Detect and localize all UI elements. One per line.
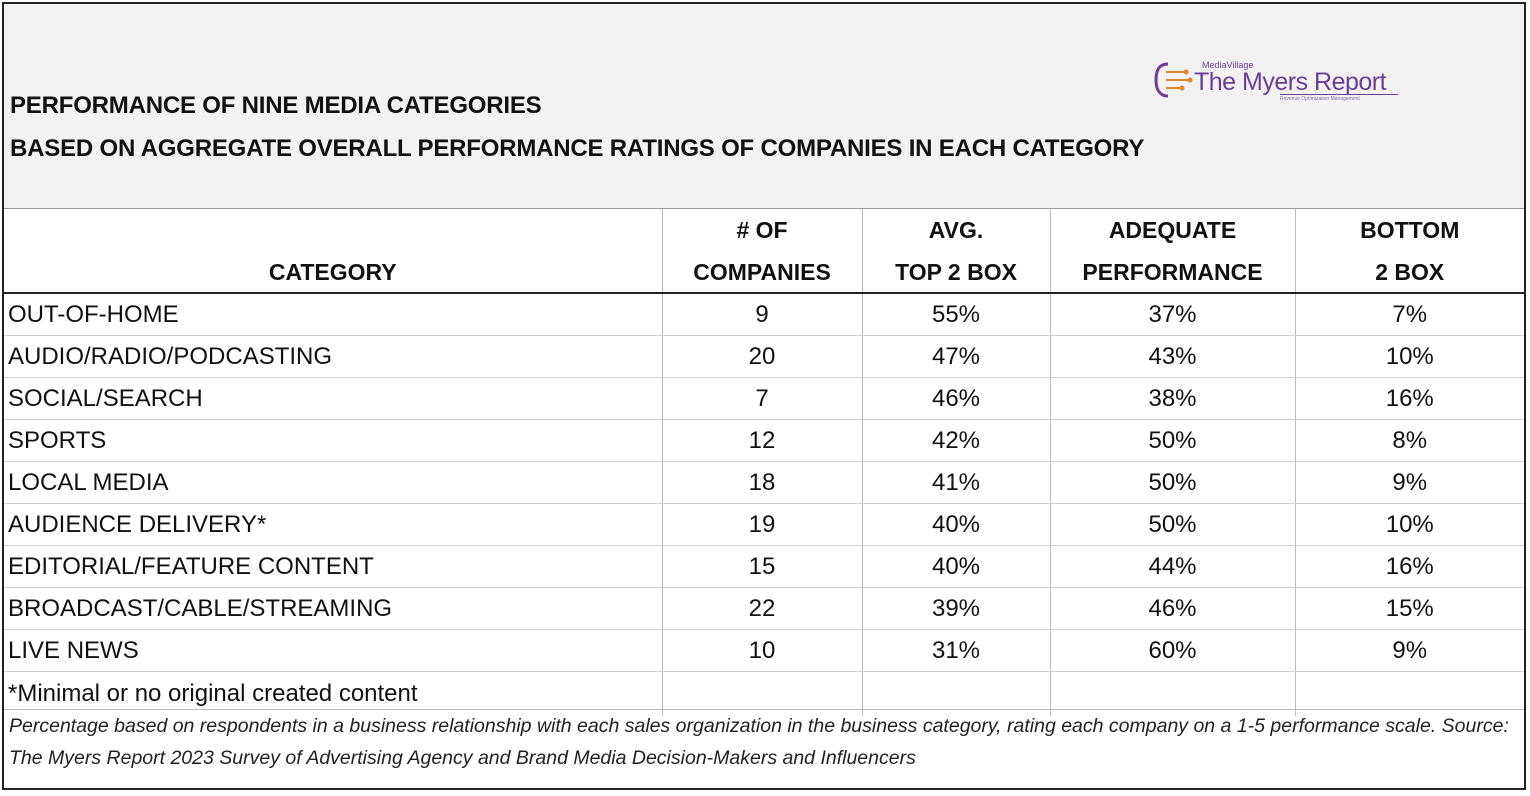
- logo-sub-text: Revenue Optimization Management: [1280, 96, 1360, 102]
- col-header-line1: [4, 208, 662, 252]
- category-cell: EDITORIAL/FEATURE CONTENT: [4, 545, 662, 588]
- col-header-line2: TOP 2 BOX: [861, 252, 1050, 294]
- col-header-line2: PERFORMANCE: [1049, 252, 1295, 294]
- value-cell: 44%: [1049, 545, 1295, 588]
- value-cell: 10%: [1294, 503, 1524, 546]
- table-row: OUT-OF-HOME 9 55% 37% 7%: [4, 293, 1524, 336]
- value-cell: 55%: [861, 293, 1050, 336]
- value-cell: 10: [661, 629, 862, 672]
- category-cell: OUT-OF-HOME: [4, 293, 662, 336]
- table-body: OUT-OF-HOME 9 55% 37% 7% AUDIO/RADIO/PODCASTI…: [4, 293, 1524, 672]
- report-title: PERFORMANCE OF NINE MEDIA CATEGORIES: [10, 92, 542, 119]
- empty-cell: [1049, 671, 1295, 716]
- value-cell: 8%: [1294, 419, 1524, 462]
- category-cell: AUDIENCE DELIVERY*: [4, 503, 662, 546]
- divider: [4, 709, 1524, 710]
- logo-small-text: MediaVillage: [1202, 60, 1254, 70]
- col-header-line2: COMPANIES: [661, 252, 862, 294]
- empty-cell: [861, 671, 1050, 716]
- footnote-text: *Minimal or no original created content: [8, 680, 418, 707]
- table-row: LIVE NEWS 10 31% 60% 9%: [4, 629, 1524, 672]
- footnote-row: *Minimal or no original created content: [4, 671, 1524, 716]
- value-cell: 16%: [1294, 545, 1524, 588]
- value-cell: 47%: [861, 335, 1050, 378]
- value-cell: 9: [661, 293, 862, 336]
- source-note: Percentage based on respondents in a bus…: [9, 715, 1509, 769]
- value-cell: 19: [661, 503, 862, 546]
- category-cell: LOCAL MEDIA: [4, 461, 662, 504]
- value-cell: 39%: [861, 587, 1050, 630]
- value-cell: 18: [661, 461, 862, 504]
- table-row: BROADCAST/CABLE/STREAMING 22 39% 46% 15%: [4, 587, 1524, 630]
- performance-table: # OF AVG. ADEQUATE BOTTOM CATEGORY COMPA…: [4, 208, 1524, 716]
- report-header: PERFORMANCE OF NINE MEDIA CATEGORIES BAS…: [4, 4, 1524, 208]
- value-cell: 7%: [1294, 293, 1524, 336]
- report-subtitle: BASED ON AGGREGATE OVERALL PERFORMANCE R…: [10, 135, 1145, 162]
- table-row: AUDIO/RADIO/PODCASTING 20 47% 43% 10%: [4, 335, 1524, 378]
- value-cell: 60%: [1049, 629, 1295, 672]
- table-row: EDITORIAL/FEATURE CONTENT 15 40% 44% 16%: [4, 545, 1524, 588]
- myers-report-logo: MediaVillage The Myers Report Revenue Op…: [1152, 54, 1412, 104]
- value-cell: 31%: [861, 629, 1050, 672]
- value-cell: 15%: [1294, 587, 1524, 630]
- category-cell: SPORTS: [4, 419, 662, 462]
- category-cell: BROADCAST/CABLE/STREAMING: [4, 587, 662, 630]
- value-cell: 37%: [1049, 293, 1295, 336]
- value-cell: 46%: [1049, 587, 1295, 630]
- value-cell: 9%: [1294, 461, 1524, 504]
- value-cell: 50%: [1049, 503, 1295, 546]
- header-row-2: CATEGORY COMPANIES TOP 2 BOX PERFORMANCE…: [4, 252, 1524, 294]
- logo-underline: [1280, 94, 1398, 95]
- value-cell: 41%: [861, 461, 1050, 504]
- value-cell: 20: [661, 335, 862, 378]
- value-cell: 50%: [1049, 419, 1295, 462]
- col-header-line2: CATEGORY: [4, 252, 662, 294]
- value-cell: 46%: [861, 377, 1050, 420]
- value-cell: 50%: [1049, 461, 1295, 504]
- table-row: SPORTS 12 42% 50% 8%: [4, 419, 1524, 462]
- value-cell: 22: [661, 587, 862, 630]
- header-row-1: # OF AVG. ADEQUATE BOTTOM: [4, 208, 1524, 252]
- table-row: AUDIENCE DELIVERY* 19 40% 50% 10%: [4, 503, 1524, 546]
- category-cell: LIVE NEWS: [4, 629, 662, 672]
- category-cell: SOCIAL/SEARCH: [4, 377, 662, 420]
- value-cell: 43%: [1049, 335, 1295, 378]
- value-cell: 16%: [1294, 377, 1524, 420]
- table-row: LOCAL MEDIA 18 41% 50% 9%: [4, 461, 1524, 504]
- network-icon: [1154, 62, 1193, 98]
- logo-main-text: The Myers Report: [1194, 68, 1387, 96]
- value-cell: 12: [661, 419, 862, 462]
- value-cell: 42%: [861, 419, 1050, 462]
- empty-cell: [1294, 671, 1524, 716]
- col-header-line1: BOTTOM: [1294, 208, 1524, 252]
- empty-cell: [661, 671, 862, 716]
- col-header-line2: 2 BOX: [1294, 252, 1524, 294]
- value-cell: 40%: [861, 503, 1050, 546]
- value-cell: 38%: [1049, 377, 1295, 420]
- value-cell: 10%: [1294, 335, 1524, 378]
- value-cell: 40%: [861, 545, 1050, 588]
- col-header-line1: # OF: [661, 208, 862, 252]
- table-row: SOCIAL/SEARCH 7 46% 38% 16%: [4, 377, 1524, 420]
- col-header-line1: AVG.: [861, 208, 1050, 252]
- category-cell: AUDIO/RADIO/PODCASTING: [4, 335, 662, 378]
- value-cell: 7: [661, 377, 862, 420]
- col-header-line1: ADEQUATE: [1049, 208, 1295, 252]
- value-cell: 9%: [1294, 629, 1524, 672]
- value-cell: 15: [661, 545, 862, 588]
